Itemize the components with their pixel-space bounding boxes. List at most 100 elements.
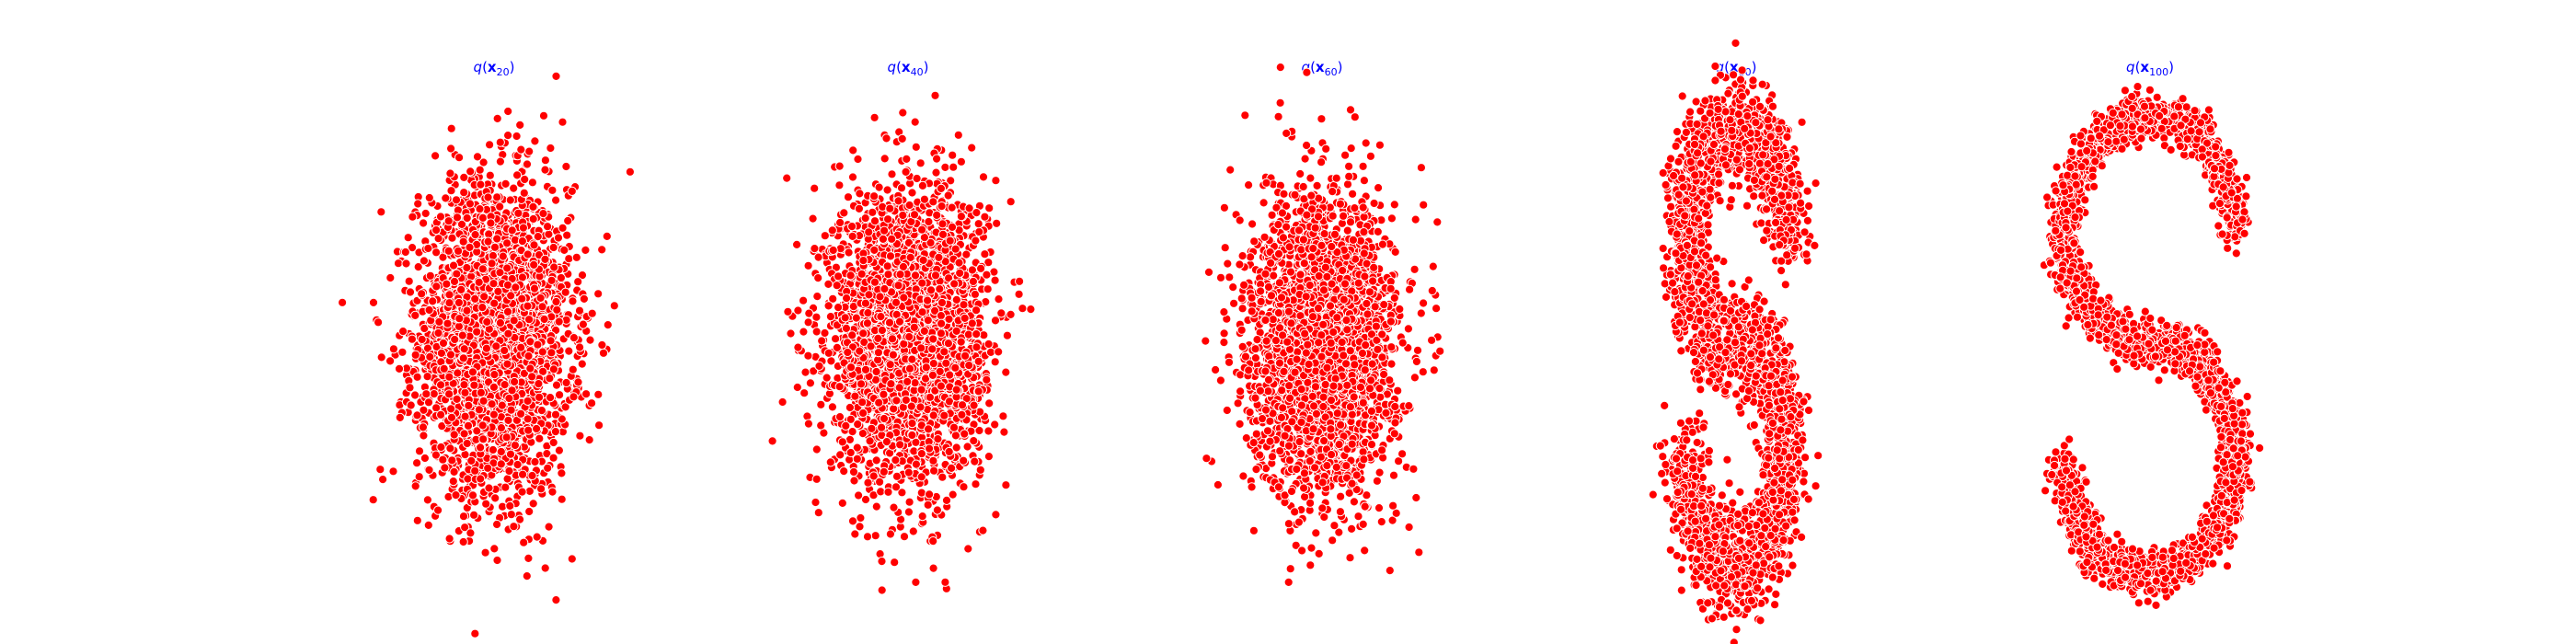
scatter-point xyxy=(397,347,408,357)
scatter-point xyxy=(483,236,493,247)
scatter-point xyxy=(953,130,963,140)
scatter-point xyxy=(855,522,865,532)
scatter-point xyxy=(495,156,506,167)
scatter-point xyxy=(971,479,981,489)
scatter-point xyxy=(983,284,993,294)
scatter-point xyxy=(459,380,469,390)
scatter-point xyxy=(462,213,472,224)
scatter-point xyxy=(496,446,506,457)
scatter-point xyxy=(414,472,424,482)
scatter-point xyxy=(563,215,573,226)
scatter-point xyxy=(1018,304,1028,314)
scatter-point xyxy=(852,454,862,464)
panel-title: q(x20) xyxy=(474,59,515,78)
scatter-point xyxy=(504,466,514,477)
scatter-point xyxy=(523,553,534,564)
scatter-point xyxy=(450,334,460,345)
scatter-point xyxy=(597,339,607,351)
scatter-point xyxy=(410,390,420,400)
scatter-point xyxy=(991,510,1001,520)
scatter-point xyxy=(453,368,463,378)
scatter-point xyxy=(835,217,845,228)
scatter-point xyxy=(559,245,569,255)
scatter-point xyxy=(451,490,461,500)
scatter-point xyxy=(898,108,908,118)
scatter-point xyxy=(484,483,494,493)
scatter-point xyxy=(528,499,538,509)
scatter-point xyxy=(825,457,835,467)
scatter-point xyxy=(890,558,900,568)
scatter-point xyxy=(587,308,597,318)
scatter-point xyxy=(553,233,564,243)
scatter-point xyxy=(547,487,558,497)
scatter-point xyxy=(767,436,777,446)
scatter-point xyxy=(459,429,469,439)
scatter-point xyxy=(569,333,580,343)
scatter-point xyxy=(503,415,513,425)
scatter-point xyxy=(802,411,812,421)
scatter-point xyxy=(478,434,489,444)
scatter-point xyxy=(479,292,489,302)
scatter-point xyxy=(388,466,398,477)
scatter-point xyxy=(517,487,527,497)
scatter-point xyxy=(937,472,948,482)
scatter-point xyxy=(454,246,464,256)
scatter-point xyxy=(500,178,511,189)
scatter-point xyxy=(557,468,567,478)
scatter-point xyxy=(548,242,558,253)
scatter-point xyxy=(569,392,579,402)
scatter-point xyxy=(466,455,477,466)
scatter-point xyxy=(485,140,495,150)
scatter-point xyxy=(594,420,604,431)
scatter-point xyxy=(551,195,561,205)
scatter-point xyxy=(603,320,613,330)
scatter-point xyxy=(800,367,811,377)
scatter-point xyxy=(413,199,423,209)
scatter-point xyxy=(408,243,418,253)
scatter-point xyxy=(506,405,516,415)
scatter-point xyxy=(452,394,462,404)
scatter-point xyxy=(420,208,431,219)
scatter-point xyxy=(512,131,522,142)
scatter-point xyxy=(490,493,500,503)
scatter-point xyxy=(421,389,431,399)
scatter-point xyxy=(1001,367,1011,377)
scatter-point xyxy=(458,536,468,547)
scatter-point xyxy=(481,343,492,353)
scatter-point xyxy=(532,423,542,434)
scatter-point xyxy=(488,250,499,261)
scatter-point xyxy=(530,136,540,146)
scatter-point xyxy=(536,484,546,494)
scatter-point xyxy=(907,188,917,198)
scatter-point xyxy=(412,515,422,525)
scatter-point xyxy=(533,339,543,350)
scatter-point xyxy=(417,334,427,345)
scatter-point xyxy=(424,465,434,475)
scatter-point xyxy=(420,453,430,464)
scatter-point xyxy=(509,522,519,532)
scatter-point xyxy=(524,146,535,156)
scatter-point xyxy=(401,259,411,269)
scatter-point xyxy=(439,363,449,374)
scatter-point xyxy=(463,420,474,431)
scatter-point xyxy=(816,399,826,409)
scatter-point xyxy=(460,411,470,421)
scatter-point xyxy=(561,377,571,388)
scatter-point xyxy=(443,318,453,328)
scatter-point xyxy=(500,380,510,390)
scatter-point xyxy=(462,305,472,316)
scatter-point xyxy=(465,242,475,252)
scatter-point xyxy=(880,154,890,164)
scatter-point xyxy=(970,289,981,300)
scatter-point xyxy=(550,427,561,437)
scatter-point xyxy=(507,385,517,396)
scatter-point xyxy=(446,186,456,196)
scatter-point xyxy=(546,143,556,154)
scatter-point xyxy=(495,201,505,212)
scatter-point xyxy=(524,315,535,325)
scatter-point xyxy=(598,348,609,358)
scatter-point xyxy=(454,297,464,308)
scatter-point xyxy=(509,316,519,326)
scatter-point xyxy=(585,335,595,345)
scatter-point xyxy=(561,161,571,172)
